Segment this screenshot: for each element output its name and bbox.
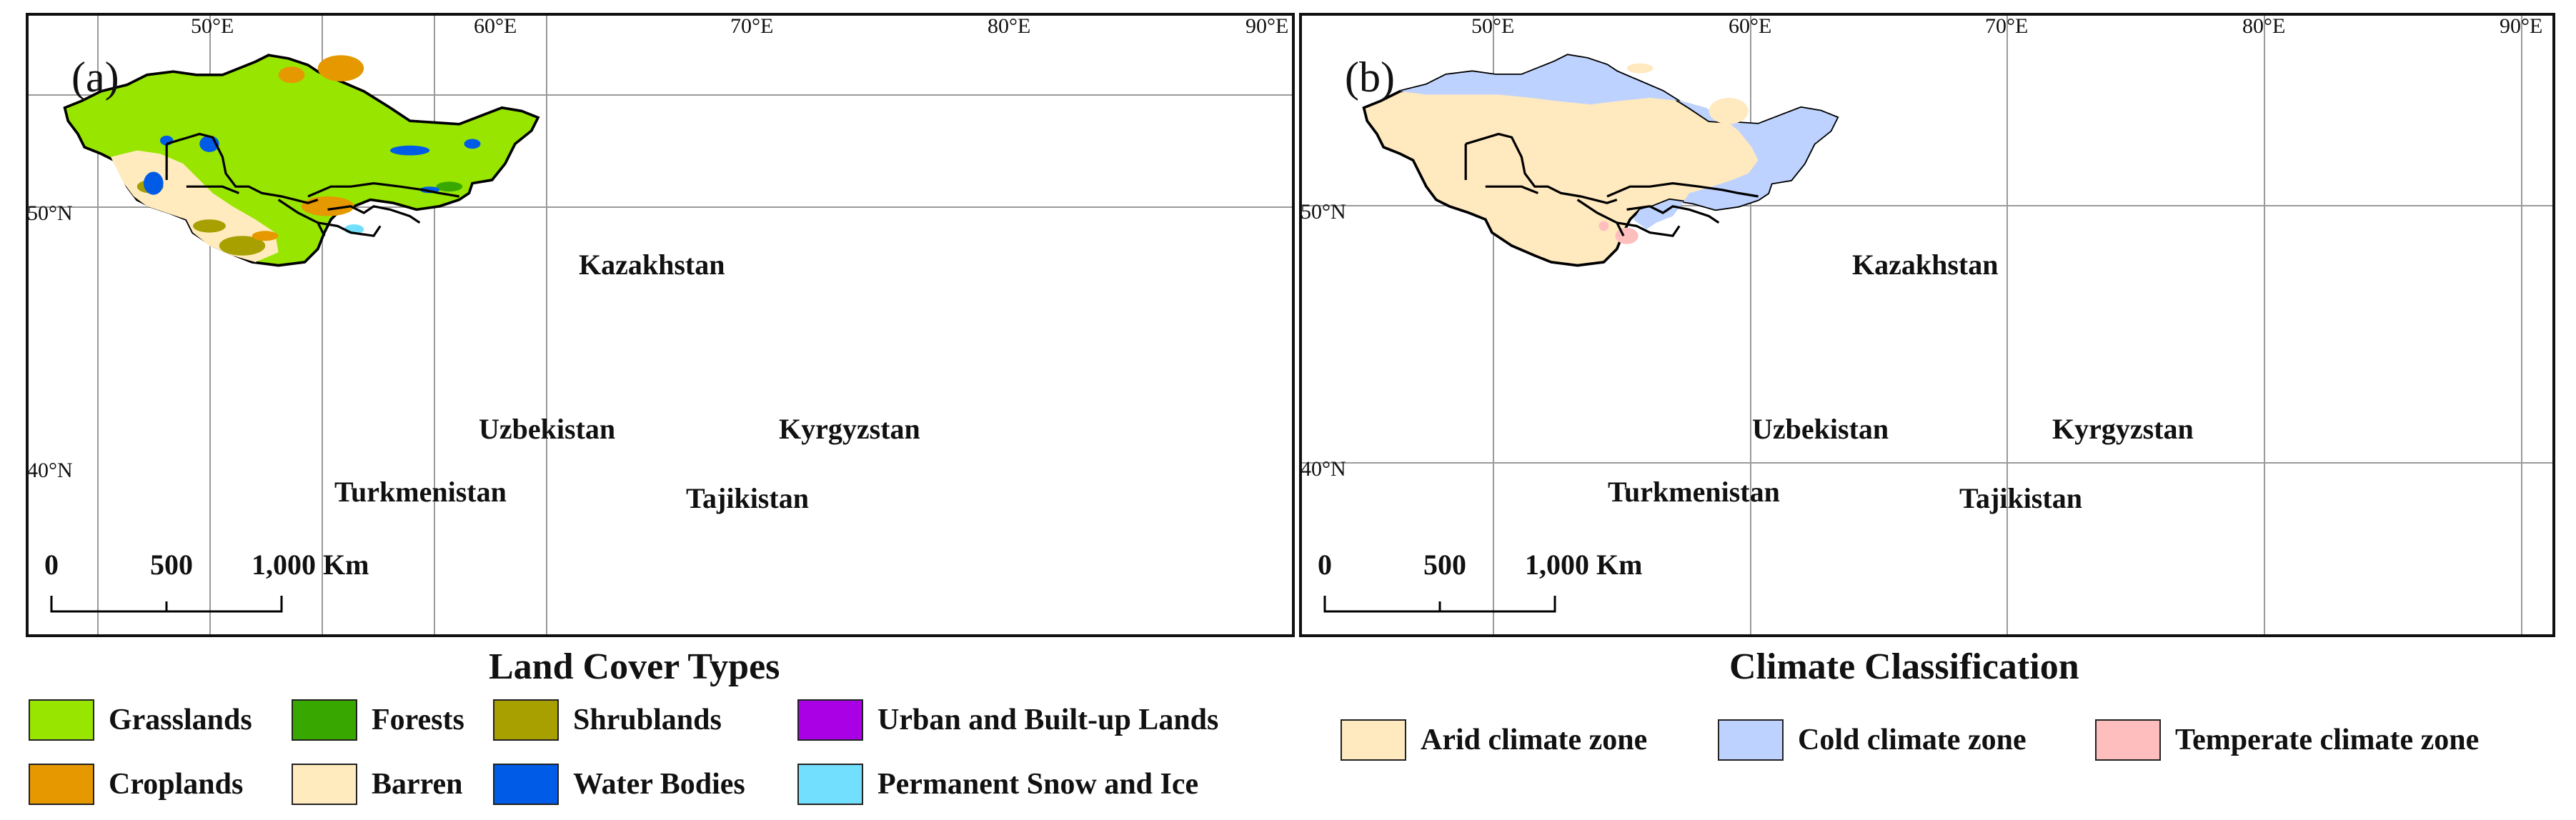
land-cover-map xyxy=(29,16,1292,634)
lon-label-70e: 70°E xyxy=(1985,14,2029,38)
lon-label-90e: 90°E xyxy=(1245,14,1289,38)
legend-label: Temperate climate zone xyxy=(2175,724,2480,756)
forest-patch xyxy=(436,181,463,192)
legend-swatch xyxy=(29,764,94,805)
scale-label-500: 500 xyxy=(1423,549,1466,581)
caspian-sea xyxy=(144,171,164,195)
scale-label-1000km: 1,000 Km xyxy=(252,549,369,581)
country-borders xyxy=(1464,132,1759,237)
legend-swatch xyxy=(292,699,357,741)
legend-label: Urban and Built-up Lands xyxy=(877,704,1219,736)
legend-label: Barren xyxy=(372,768,463,801)
climate-legend-title: Climate Classification xyxy=(1729,646,2079,687)
climate-map-panel: 50°E 60°E 70°E 80°E 90°E 50°N 40°N (b) K… xyxy=(1299,13,2555,637)
country-label-kazakhstan: Kazakhstan xyxy=(1852,249,1999,281)
lon-label-90e: 90°E xyxy=(2500,14,2543,38)
scale-label-zero: 0 xyxy=(1318,549,1332,581)
legend-swatch xyxy=(797,699,863,741)
lon-label-80e: 80°E xyxy=(2242,14,2286,38)
country-label-uzbekistan: Uzbekistan xyxy=(1752,413,1889,445)
lon-label-50e: 50°E xyxy=(191,14,234,38)
climate-map xyxy=(1302,16,2552,634)
legend-swatch xyxy=(1341,719,1406,761)
lat-label-40n: 40°N xyxy=(27,459,73,482)
legend-label: Forests xyxy=(372,704,464,736)
legend-item-grasslands: Grasslands xyxy=(29,697,252,743)
balkhash-lake xyxy=(390,145,430,156)
lon-label-60e: 60°E xyxy=(474,14,517,38)
land-cover-legend-title: Land Cover Types xyxy=(489,646,780,687)
legend-swatch xyxy=(1718,719,1784,761)
legend-label: Arid climate zone xyxy=(1421,724,1648,756)
legend-item-urban: Urban and Built-up Lands xyxy=(797,697,1218,743)
country-label-turkmenistan: Turkmenistan xyxy=(1608,476,1780,508)
scale-bar xyxy=(1323,596,1556,613)
land-cover-map-panel: 50°E 60°E 70°E 80°E 90°E 50°N 40°N (a) K… xyxy=(26,13,1295,637)
legend-label: Grasslands xyxy=(109,704,252,736)
temperate-climate-zone xyxy=(1615,227,1638,244)
lake xyxy=(464,139,481,149)
legend-swatch xyxy=(797,764,863,805)
legend-swatch xyxy=(493,699,559,741)
cropland-patch xyxy=(278,66,305,84)
legend-swatch xyxy=(2095,719,2161,761)
legend-item-arid: Arid climate zone xyxy=(1341,717,1647,763)
legend-item-water-bodies: Water Bodies xyxy=(493,761,745,807)
legend-item-snow-ice: Permanent Snow and Ice xyxy=(797,761,1198,807)
country-label-turkmenistan: Turkmenistan xyxy=(334,476,507,508)
scale-bar xyxy=(50,596,283,613)
legend-item-croplands: Croplands xyxy=(29,761,243,807)
country-label-kyrgyzstan: Kyrgyzstan xyxy=(2052,413,2194,445)
panel-label-b: (b) xyxy=(1345,54,1395,101)
legend-item-temperate: Temperate climate zone xyxy=(2095,717,2479,763)
lon-label-60e: 60°E xyxy=(1729,14,1772,38)
lon-label-50e: 50°E xyxy=(1471,14,1515,38)
lat-label-40n: 40°N xyxy=(1301,457,1346,481)
panel-label-a: (a) xyxy=(71,54,119,101)
country-label-kazakhstan: Kazakhstan xyxy=(579,249,725,281)
legend-swatch xyxy=(29,699,94,741)
legend-item-cold: Cold climate zone xyxy=(1718,717,2027,763)
cropland-patch xyxy=(252,231,279,241)
temperate-climate-zone xyxy=(1598,221,1609,231)
legend-label: Shrublands xyxy=(573,704,722,736)
lat-label-50n: 50°N xyxy=(27,201,73,225)
country-label-tajikistan: Tajikistan xyxy=(1959,482,2082,514)
country-borders xyxy=(165,132,459,237)
legend-item-forests: Forests xyxy=(292,697,464,743)
legend-item-barren: Barren xyxy=(292,761,463,807)
country-label-kyrgyzstan: Kyrgyzstan xyxy=(779,413,920,445)
country-label-tajikistan: Tajikistan xyxy=(686,482,809,514)
lat-label-50n: 50°N xyxy=(1301,200,1346,224)
scale-label-1000km: 1,000 Km xyxy=(1525,549,1643,581)
shrubland-patch xyxy=(219,236,266,256)
country-label-uzbekistan: Uzbekistan xyxy=(479,413,616,445)
legend-label: Cold climate zone xyxy=(1798,724,2027,756)
legend-swatch xyxy=(493,764,559,805)
scale-label-500: 500 xyxy=(150,549,193,581)
lon-label-70e: 70°E xyxy=(730,14,774,38)
cropland-patch xyxy=(317,55,364,81)
legend-item-shrublands: Shrublands xyxy=(493,697,722,743)
legend-label: Water Bodies xyxy=(573,768,745,801)
arid-patch xyxy=(1709,98,1749,124)
cold-climate-zone xyxy=(1400,55,1837,229)
legend-label: Croplands xyxy=(109,768,244,801)
lon-label-80e: 80°E xyxy=(988,14,1031,38)
scale-label-zero: 0 xyxy=(44,549,59,581)
shrubland-patch xyxy=(193,219,226,233)
arid-patch xyxy=(1626,63,1653,74)
legend-swatch xyxy=(292,764,357,805)
legend-label: Permanent Snow and Ice xyxy=(877,768,1199,801)
